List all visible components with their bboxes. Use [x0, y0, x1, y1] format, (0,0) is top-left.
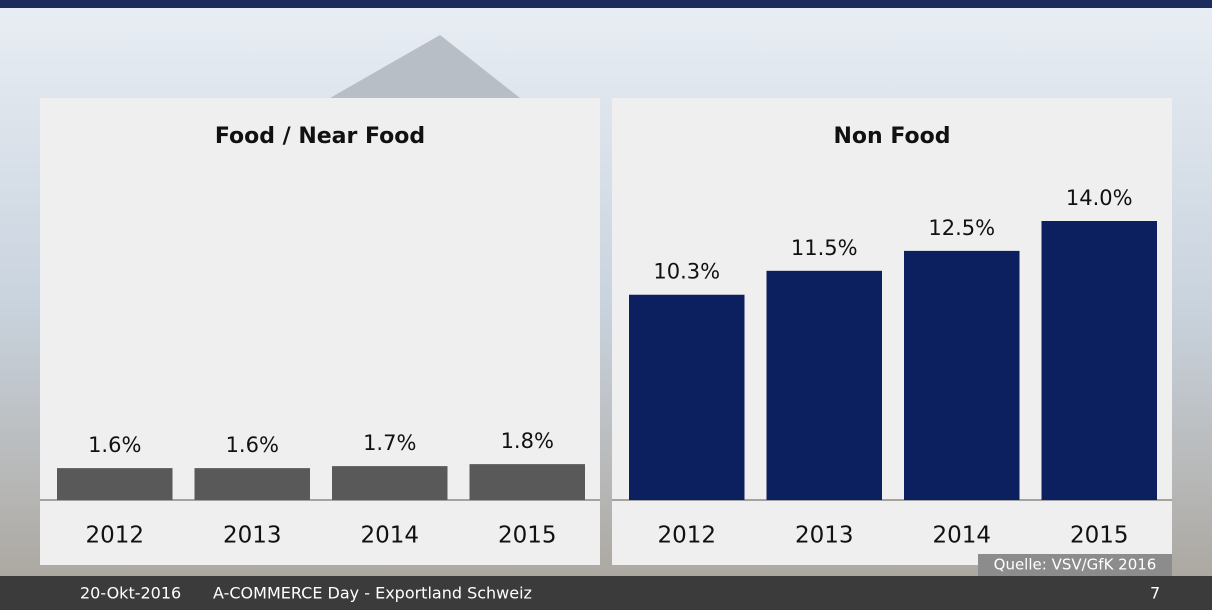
- chart-title: Food / Near Food: [215, 124, 425, 149]
- bar: [332, 466, 448, 500]
- x-tick-label: 2012: [85, 523, 144, 549]
- mountain: [330, 35, 520, 98]
- footer-page: 7: [1150, 584, 1160, 603]
- bar: [194, 468, 310, 500]
- x-tick-label: 2014: [932, 523, 991, 549]
- value-label: 1.8%: [501, 429, 554, 453]
- x-tick-label: 2013: [223, 523, 282, 549]
- title-bar: [0, 0, 1212, 8]
- footer-event: A-COMMERCE Day - Exportland Schweiz: [213, 584, 532, 603]
- x-tick-label: 2015: [1070, 523, 1129, 549]
- source: Quelle: VSV/GfK 2016: [994, 556, 1157, 574]
- footer-bar: [0, 576, 1212, 610]
- bar: [57, 468, 173, 500]
- x-tick-label: 2012: [657, 523, 716, 549]
- x-tick-label: 2014: [360, 523, 419, 549]
- bar: [469, 464, 585, 500]
- bar: [766, 270, 882, 500]
- value-label: 1.6%: [226, 433, 279, 457]
- footer-date: 20-Okt-2016: [80, 584, 181, 603]
- x-tick-label: 2015: [498, 523, 557, 549]
- value-label: 14.0%: [1066, 186, 1133, 210]
- source-box: [978, 554, 1172, 576]
- bar: [629, 294, 745, 500]
- value-label: 1.6%: [88, 433, 141, 457]
- value-label: 12.5%: [928, 216, 995, 240]
- value-label: 10.3%: [653, 260, 720, 284]
- bar: [1041, 221, 1157, 500]
- x-tick-label: 2013: [795, 523, 854, 549]
- chart-title: Non Food: [834, 124, 951, 149]
- bar: [904, 250, 1020, 500]
- value-label: 1.7%: [363, 431, 416, 455]
- value-label: 11.5%: [791, 236, 858, 260]
